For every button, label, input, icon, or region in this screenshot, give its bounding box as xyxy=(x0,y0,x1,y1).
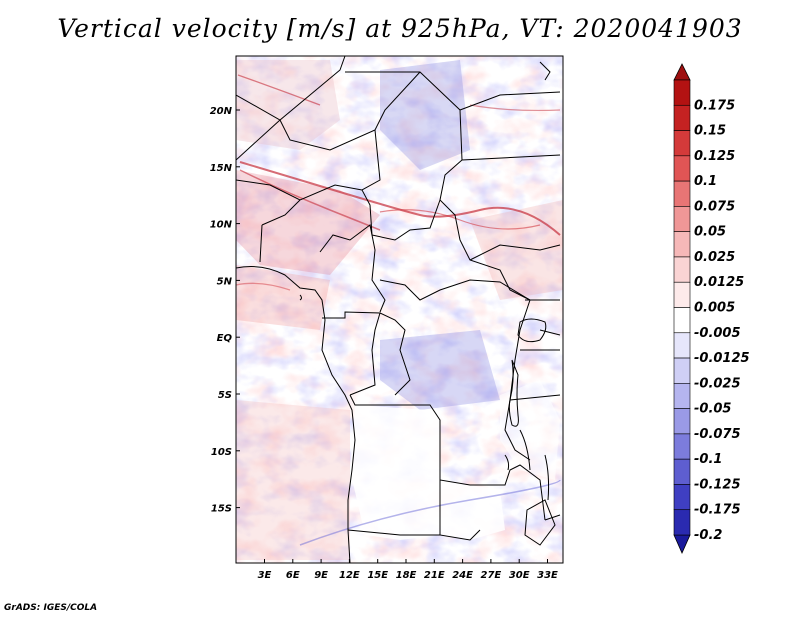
map-frame xyxy=(235,55,564,564)
colorbar-swatch xyxy=(673,307,691,334)
colorbar-label: -0.025 xyxy=(694,376,741,391)
lat-label: 10N xyxy=(210,220,233,231)
colorbar-swatch xyxy=(673,155,691,182)
colorbar-label: 0.1 xyxy=(694,174,717,189)
colorbar-label: -0.175 xyxy=(694,503,741,518)
colorbar-label: -0.075 xyxy=(694,427,741,442)
colorbar-swatch xyxy=(673,256,691,283)
lat-label: 10S xyxy=(211,447,232,458)
lon-label: 12E xyxy=(339,570,360,581)
lat-label: 15S xyxy=(211,504,232,515)
colorbar-label: -0.125 xyxy=(694,477,741,492)
colorbar-swatch xyxy=(673,180,691,207)
lon-label: 30E xyxy=(509,570,530,581)
colorbar-label: 0.025 xyxy=(694,250,735,265)
colorbar-label: 0.175 xyxy=(694,98,735,113)
lon-label: 33E xyxy=(537,570,558,581)
lat-label: EQ xyxy=(217,333,233,344)
colorbar: 0.175 0.15 0.125 0.1 0.075 0.05 0.025 0.0125 0.0… xyxy=(673,63,750,554)
credit-footer: GrADS: IGES/COLA xyxy=(4,603,98,613)
colorbar-swatch xyxy=(673,509,691,536)
colorbar-swatch xyxy=(673,281,691,308)
colorbar-label: 0.075 xyxy=(694,199,735,214)
colorbar-swatch xyxy=(673,433,691,460)
colorbar-label: 0.005 xyxy=(694,301,735,316)
lon-label: 24E xyxy=(452,570,473,581)
colorbar-label: 0.15 xyxy=(694,124,726,139)
colorbar-label: -0.05 xyxy=(694,402,731,417)
lat-label: 5N xyxy=(217,276,233,287)
lon-label: 18E xyxy=(396,570,417,581)
borders xyxy=(236,56,561,563)
colorbar-swatch xyxy=(673,332,691,359)
colorbar-swatch xyxy=(673,79,691,106)
colorbar-swatch xyxy=(673,408,691,435)
colorbar-label: 0.0125 xyxy=(694,275,744,290)
colorbar-label: -0.005 xyxy=(694,326,741,341)
colorbar-swatch xyxy=(673,458,691,485)
chart-title: Vertical velocity [m/s] at 925hPa, VT: 2… xyxy=(57,14,743,43)
colorbar-swatch xyxy=(673,104,691,131)
lon-label: 27E xyxy=(481,570,502,581)
colorbar-top-cap xyxy=(673,63,691,81)
lon-label: 21E xyxy=(424,570,445,581)
colorbar-label: 0.05 xyxy=(694,225,726,240)
colorbar-label: -0.2 xyxy=(694,528,722,543)
colorbar-label: -0.0125 xyxy=(694,351,750,366)
latitude-axis: 20N 15N 10N 5N EQ 5S 10S 15S xyxy=(210,106,240,515)
colorbar-label: 0.125 xyxy=(694,149,735,164)
colorbar-label: -0.1 xyxy=(694,452,722,467)
colorbar-swatch xyxy=(673,206,691,232)
lon-label: 3E xyxy=(258,570,272,581)
lon-label: 6E xyxy=(286,570,300,581)
colorbar-swatch xyxy=(673,130,691,157)
lat-label: 15N xyxy=(210,163,233,174)
colorbar-swatch xyxy=(673,383,691,409)
lon-label: 9E xyxy=(314,570,328,581)
colorbar-swatch xyxy=(673,231,691,258)
velocity-field xyxy=(236,56,563,563)
colorbar-swatch xyxy=(673,357,691,384)
colorbar-swatch xyxy=(673,484,691,511)
lat-label: 20N xyxy=(210,106,233,117)
colorbar-bottom-cap xyxy=(673,534,691,554)
longitude-axis: 3E 6E 9E 12E 15E 18E 21E 24E 27E 30E 33E xyxy=(258,559,558,581)
lon-label: 15E xyxy=(367,570,388,581)
lat-label: 5S xyxy=(218,390,232,401)
